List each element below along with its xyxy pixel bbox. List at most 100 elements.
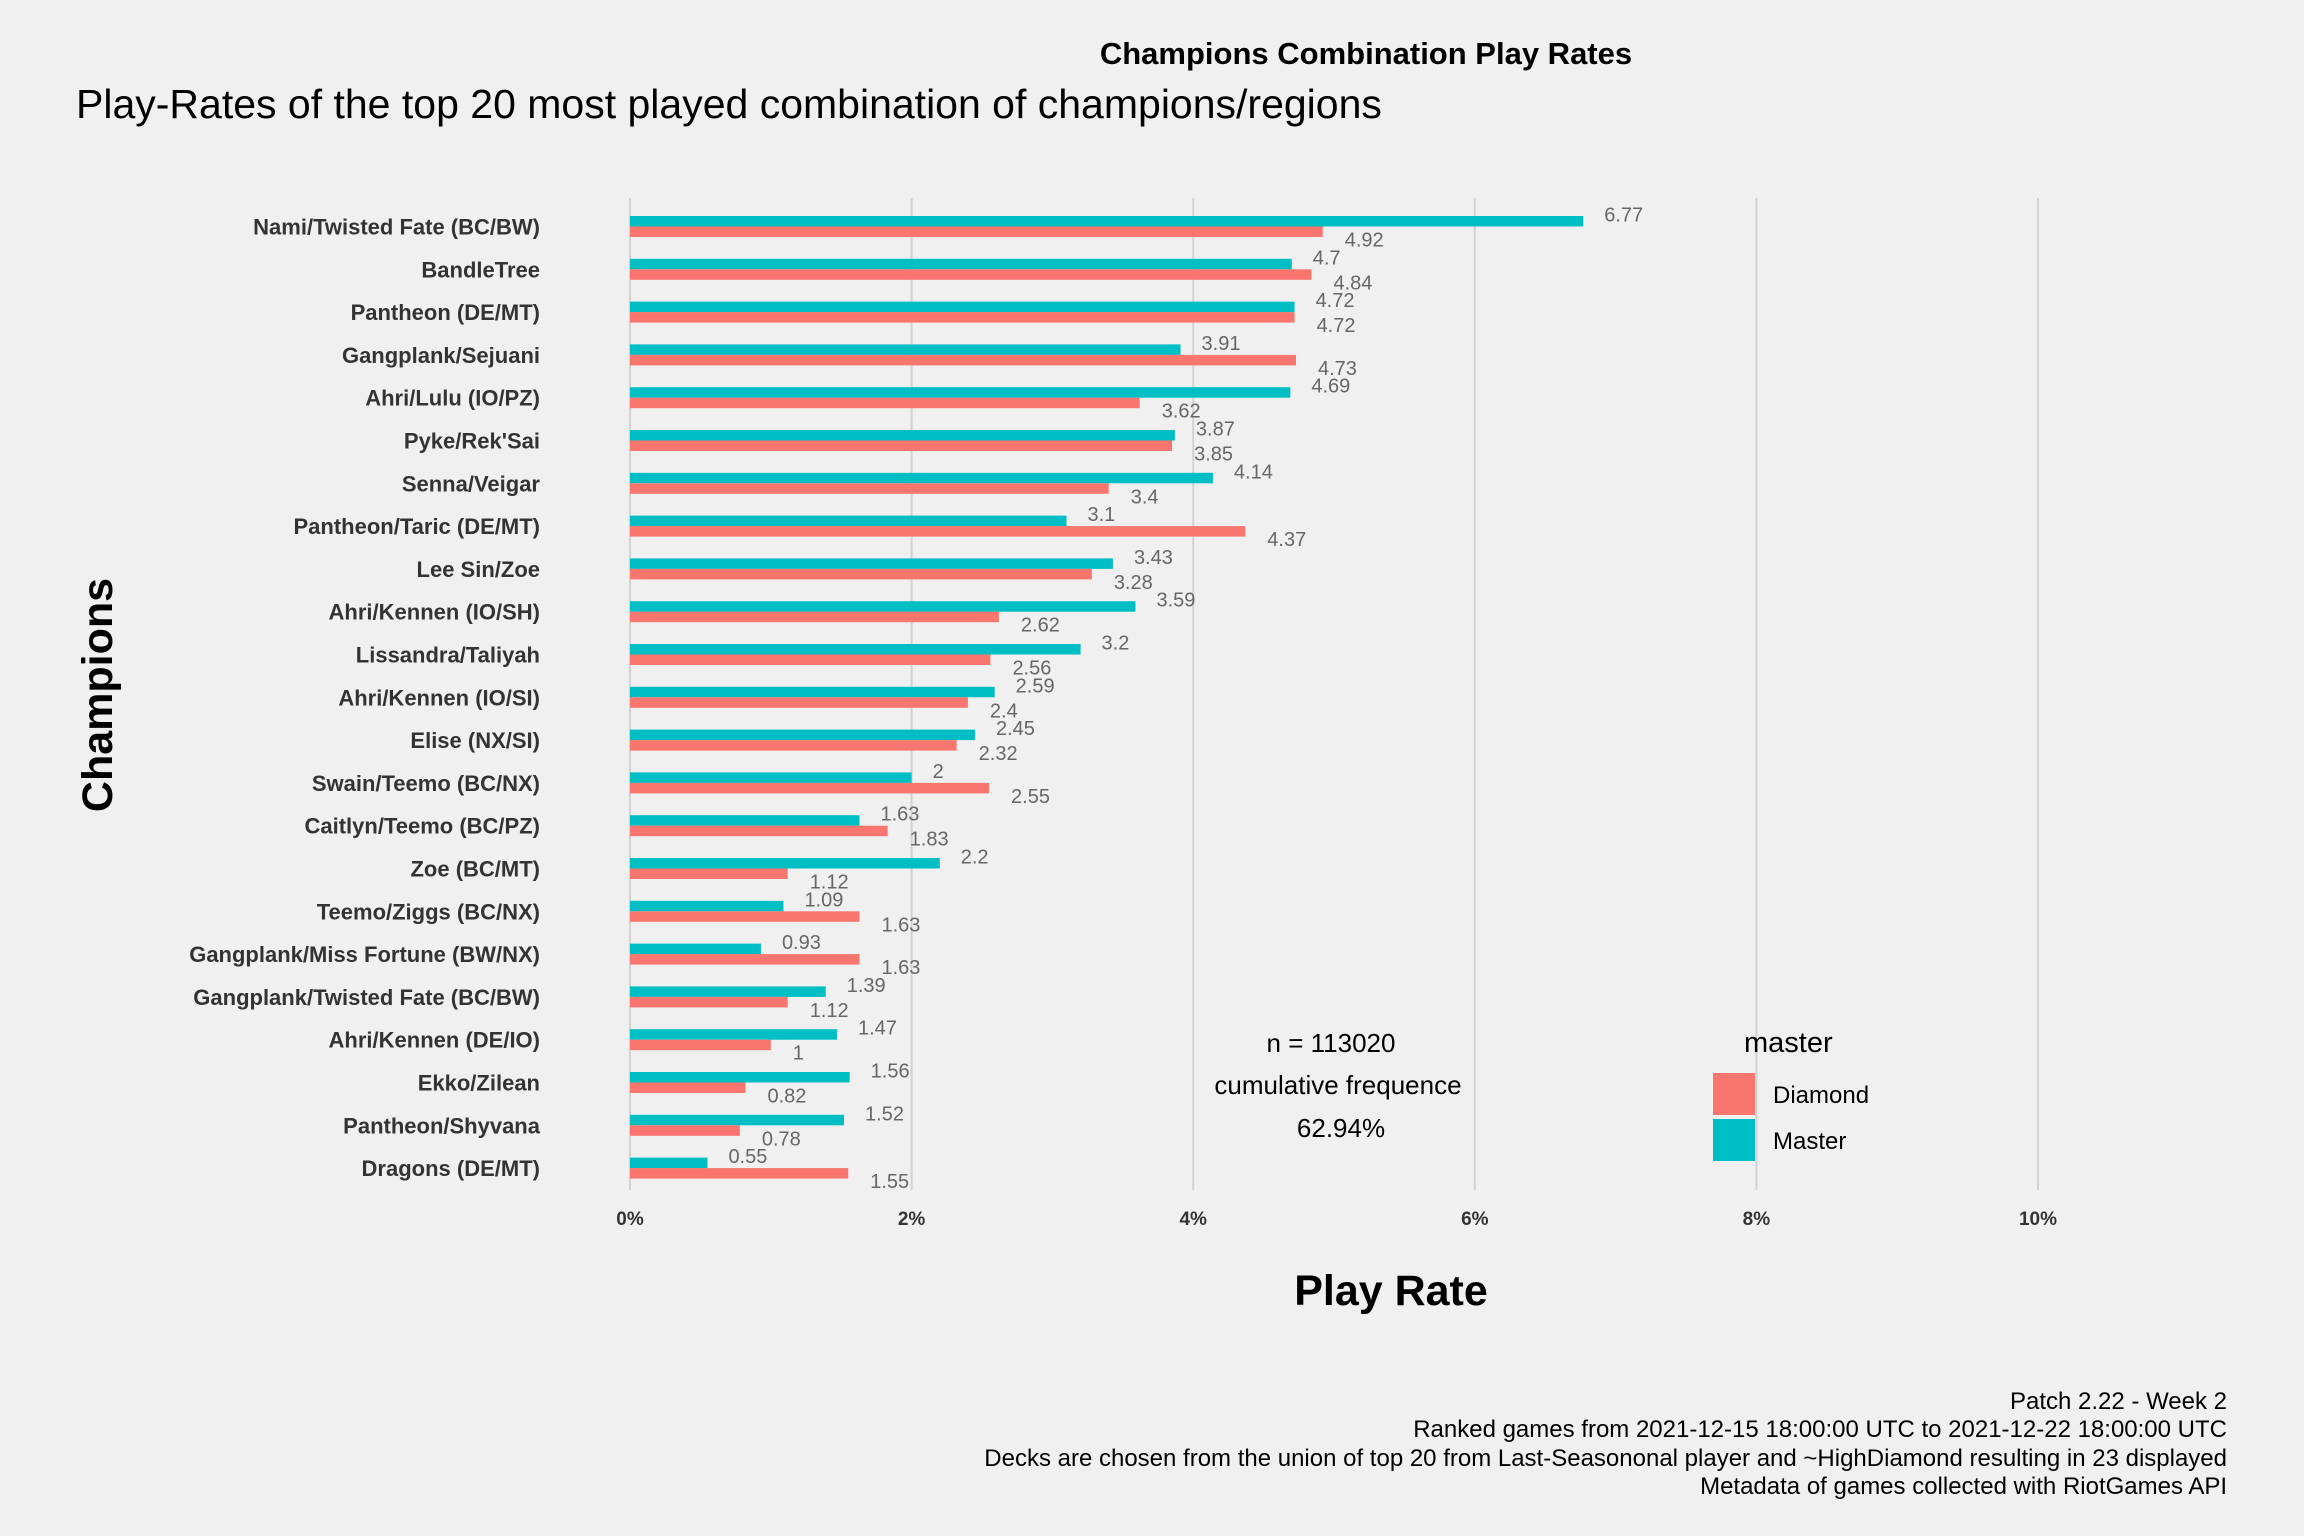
data-label-master-16: 1.09 xyxy=(804,889,843,911)
category-label-19: Ahri/Kennen (DE/IO) xyxy=(329,1028,540,1053)
bar-master-10 xyxy=(630,644,1081,655)
data-label-diamond-15: 1.12 xyxy=(810,872,849,894)
category-label-11: Ahri/Kennen (IO/SI) xyxy=(338,685,540,710)
data-label-master-11: 2.59 xyxy=(1016,675,1055,697)
data-label-master-18: 1.39 xyxy=(847,975,886,997)
bar-master-1 xyxy=(630,258,1292,270)
bar-diamond-13 xyxy=(630,782,990,794)
bar-diamond-15 xyxy=(630,868,788,879)
annotation: n = 113020 cumulative frequence 62.94% xyxy=(1214,1028,1461,1143)
data-label-diamond-3: 4.73 xyxy=(1318,358,1357,380)
bar-diamond-7 xyxy=(630,526,1246,537)
x-tick-label-4: 4% xyxy=(1179,1209,1207,1230)
data-label-master-13: 2 xyxy=(933,761,944,783)
data-label-master-7: 3.1 xyxy=(1087,504,1115,526)
data-label-master-8: 3.43 xyxy=(1134,547,1173,569)
data-label-diamond-22: 1.55 xyxy=(870,1171,909,1193)
bar-diamond-8 xyxy=(630,568,1092,580)
caption-line-4: Metadata of games collected with RiotGam… xyxy=(1700,1473,2227,1500)
bar-diamond-20 xyxy=(630,1082,746,1093)
bar-master-9 xyxy=(630,601,1136,612)
category-label-0: Nami/Twisted Fate (BC/BW) xyxy=(253,215,540,240)
data-label-master-21: 1.52 xyxy=(865,1103,904,1125)
category-label-18: Gangplank/Twisted Fate (BC/BW) xyxy=(193,985,540,1010)
bar-diamond-5 xyxy=(630,440,1173,451)
data-label-diamond-20: 0.82 xyxy=(767,1086,806,1108)
bar-master-22 xyxy=(630,1157,708,1169)
bar-diamond-2 xyxy=(630,312,1295,323)
bar-master-18 xyxy=(630,986,826,997)
data-label-master-3: 3.91 xyxy=(1202,333,1241,355)
category-label-1: BandleTree xyxy=(421,257,540,282)
legend-label-diamond: Diamond xyxy=(1773,1082,1869,1109)
bar-diamond-0 xyxy=(630,226,1323,237)
category-label-2: Pantheon (DE/MT) xyxy=(351,300,540,325)
data-label-master-9: 3.59 xyxy=(1156,590,1195,612)
bar-master-19 xyxy=(630,1029,837,1040)
data-label-diamond-13: 2.55 xyxy=(1011,786,1050,808)
bars xyxy=(630,216,1584,1179)
bar-master-16 xyxy=(630,900,784,912)
bar-master-20 xyxy=(630,1072,850,1083)
data-label-diamond-17: 1.63 xyxy=(882,957,921,979)
x-tick-label-2: 2% xyxy=(898,1209,926,1230)
data-label-diamond-1: 4.84 xyxy=(1333,272,1372,294)
data-label-master-4: 4.69 xyxy=(1311,376,1350,398)
data-label-master-2: 4.72 xyxy=(1316,290,1355,312)
data-label-diamond-18: 1.12 xyxy=(810,1000,849,1022)
caption-line-3: Decks are chosen from the union of top 2… xyxy=(984,1445,2227,1472)
category-label-6: Senna/Veigar xyxy=(402,471,541,496)
bar-diamond-16 xyxy=(630,911,860,922)
category-label-5: Pyke/Rek'Sai xyxy=(404,429,540,454)
data-label-master-5: 3.87 xyxy=(1196,419,1235,441)
annotation-line-2: cumulative frequence xyxy=(1214,1070,1461,1100)
bar-diamond-6 xyxy=(630,483,1109,494)
category-label-9: Ahri/Kennen (IO/SH) xyxy=(329,600,540,625)
bar-diamond-18 xyxy=(630,996,788,1008)
data-label-diamond-8: 3.28 xyxy=(1114,572,1153,594)
bar-master-4 xyxy=(630,387,1291,398)
bar-diamond-1 xyxy=(630,269,1312,280)
data-label-diamond-2: 4.72 xyxy=(1317,315,1356,337)
category-label-7: Pantheon/Taric (DE/MT) xyxy=(294,514,541,539)
data-label-master-22: 0.55 xyxy=(728,1146,767,1168)
category-label-22: Dragons (DE/MT) xyxy=(362,1156,540,1181)
category-label-14: Caitlyn/Teemo (BC/PZ) xyxy=(304,814,540,839)
bar-diamond-12 xyxy=(630,740,957,751)
data-label-diamond-21: 0.78 xyxy=(762,1128,801,1150)
data-label-diamond-4: 3.62 xyxy=(1162,401,1201,423)
annotation-line-3: 62.94% xyxy=(1297,1113,1385,1143)
legend-swatch-diamond xyxy=(1713,1073,1755,1115)
bar-diamond-14 xyxy=(630,825,888,837)
bar-master-7 xyxy=(630,515,1067,527)
data-label-master-0: 6.77 xyxy=(1604,205,1643,227)
category-label-13: Swain/Teemo (BC/NX) xyxy=(312,771,540,796)
bar-diamond-19 xyxy=(630,1039,771,1051)
legend-swatch-master xyxy=(1713,1119,1755,1161)
bar-master-8 xyxy=(630,558,1113,569)
bar-master-2 xyxy=(630,301,1295,313)
bar-diamond-21 xyxy=(630,1125,740,1136)
data-label-master-15: 2.2 xyxy=(961,847,989,869)
data-label-diamond-5: 3.85 xyxy=(1194,444,1233,466)
bar-diamond-4 xyxy=(630,397,1140,409)
bar-master-17 xyxy=(630,943,761,955)
legend-title: master xyxy=(1744,1027,1833,1059)
x-tick-label-10: 10% xyxy=(2019,1209,2057,1230)
x-tick-label-0: 0% xyxy=(616,1209,644,1230)
data-label-diamond-14: 1.83 xyxy=(910,829,949,851)
bar-master-12 xyxy=(630,729,975,741)
x-tick-label-8: 8% xyxy=(1743,1209,1771,1230)
category-label-15: Zoe (BC/MT) xyxy=(410,857,540,882)
category-labels: Nami/Twisted Fate (BC/BW) BandleTree Panth… xyxy=(189,215,541,1182)
category-label-12: Elise (NX/SI) xyxy=(410,728,540,753)
x-axis-title: Play Rate xyxy=(1294,1267,1488,1315)
data-label-master-10: 3.2 xyxy=(1102,633,1130,655)
category-label-16: Teemo/Ziggs (BC/NX) xyxy=(317,899,540,924)
bar-diamond-11 xyxy=(630,697,968,708)
data-labels: 6.774.924.74.844.724.723.914.734.693.623… xyxy=(728,205,1643,1194)
caption-line-1: Patch 2.22 - Week 2 xyxy=(2010,1388,2227,1415)
bar-master-3 xyxy=(630,344,1181,355)
data-label-diamond-6: 3.4 xyxy=(1131,486,1159,508)
category-label-3: Gangplank/Sejuani xyxy=(342,343,540,368)
